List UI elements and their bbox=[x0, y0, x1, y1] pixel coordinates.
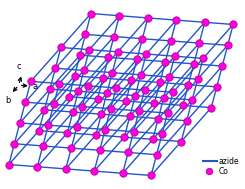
Point bbox=[67, 95, 71, 98]
Point bbox=[110, 71, 114, 74]
Point bbox=[86, 84, 90, 87]
Point bbox=[105, 92, 109, 95]
Point bbox=[186, 83, 190, 86]
Point bbox=[71, 111, 75, 114]
Point bbox=[84, 33, 87, 36]
Point bbox=[166, 112, 170, 115]
Point bbox=[231, 23, 235, 26]
Point bbox=[152, 102, 156, 105]
Point bbox=[18, 121, 22, 124]
Point bbox=[173, 55, 177, 58]
Point bbox=[37, 129, 41, 132]
Point bbox=[143, 89, 147, 92]
Point bbox=[209, 106, 213, 109]
Point bbox=[158, 81, 162, 84]
Point bbox=[129, 79, 133, 82]
Text: Co: Co bbox=[219, 167, 229, 176]
Point bbox=[114, 86, 118, 89]
Point bbox=[137, 109, 141, 112]
Point bbox=[116, 50, 120, 53]
Point bbox=[112, 35, 116, 38]
Point bbox=[107, 56, 110, 59]
Point bbox=[185, 119, 189, 122]
Point bbox=[99, 113, 103, 116]
Point bbox=[126, 151, 130, 154]
Point bbox=[87, 48, 91, 51]
Point bbox=[23, 101, 27, 104]
Point bbox=[174, 19, 178, 22]
Point bbox=[201, 57, 205, 60]
Point bbox=[139, 73, 143, 76]
Point bbox=[203, 21, 207, 24]
Point bbox=[124, 100, 128, 103]
Point bbox=[163, 60, 167, 63]
Point bbox=[122, 136, 126, 139]
Point bbox=[65, 131, 69, 134]
Point bbox=[133, 94, 137, 97]
Text: b: b bbox=[5, 96, 10, 105]
Point bbox=[132, 130, 135, 133]
Point bbox=[64, 167, 68, 170]
Point bbox=[181, 104, 185, 107]
Point bbox=[171, 91, 175, 94]
Point bbox=[128, 115, 132, 118]
Point bbox=[162, 96, 166, 99]
Point bbox=[121, 172, 125, 175]
Point bbox=[82, 69, 86, 72]
Point bbox=[78, 54, 82, 57]
Point bbox=[226, 44, 230, 47]
Point bbox=[89, 12, 93, 15]
Text: a: a bbox=[33, 82, 38, 91]
Point bbox=[59, 46, 63, 49]
Point bbox=[57, 82, 61, 85]
Point bbox=[135, 58, 139, 61]
Point bbox=[75, 126, 79, 129]
Point bbox=[42, 108, 46, 111]
Point bbox=[155, 153, 159, 156]
Point bbox=[35, 165, 39, 168]
Point bbox=[144, 53, 148, 56]
Point bbox=[41, 144, 45, 147]
Point bbox=[52, 103, 56, 106]
Point bbox=[12, 142, 16, 145]
Point bbox=[92, 170, 96, 173]
Point bbox=[190, 98, 194, 101]
Point bbox=[7, 163, 11, 166]
Point bbox=[109, 107, 113, 110]
Point bbox=[117, 14, 121, 17]
Point bbox=[29, 80, 33, 83]
Point bbox=[207, 170, 210, 173]
Point bbox=[140, 37, 144, 40]
Text: c: c bbox=[16, 62, 21, 71]
Point bbox=[48, 88, 52, 91]
Point bbox=[73, 74, 76, 77]
Point bbox=[94, 133, 98, 136]
Point bbox=[103, 128, 107, 131]
Point bbox=[169, 39, 173, 42]
Point bbox=[215, 85, 219, 88]
Point bbox=[96, 97, 99, 100]
Point bbox=[196, 78, 200, 81]
Point bbox=[179, 140, 183, 143]
Point bbox=[149, 174, 153, 177]
Point bbox=[76, 90, 80, 93]
Point bbox=[46, 124, 50, 127]
Point bbox=[192, 62, 196, 65]
Point bbox=[101, 77, 105, 80]
Point bbox=[151, 138, 155, 141]
Point bbox=[98, 149, 102, 152]
Point bbox=[156, 117, 160, 120]
Point bbox=[167, 75, 171, 78]
Point bbox=[80, 105, 84, 108]
Point bbox=[220, 65, 224, 68]
Point bbox=[146, 16, 150, 19]
Point bbox=[69, 147, 73, 150]
Point bbox=[160, 132, 164, 135]
Point bbox=[53, 67, 57, 70]
Text: azide: azide bbox=[219, 157, 240, 166]
Point bbox=[197, 42, 201, 45]
